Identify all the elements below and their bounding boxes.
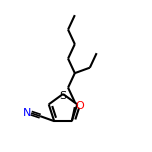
Text: N: N <box>23 108 31 118</box>
Text: S: S <box>59 91 67 101</box>
Text: O: O <box>75 101 84 111</box>
